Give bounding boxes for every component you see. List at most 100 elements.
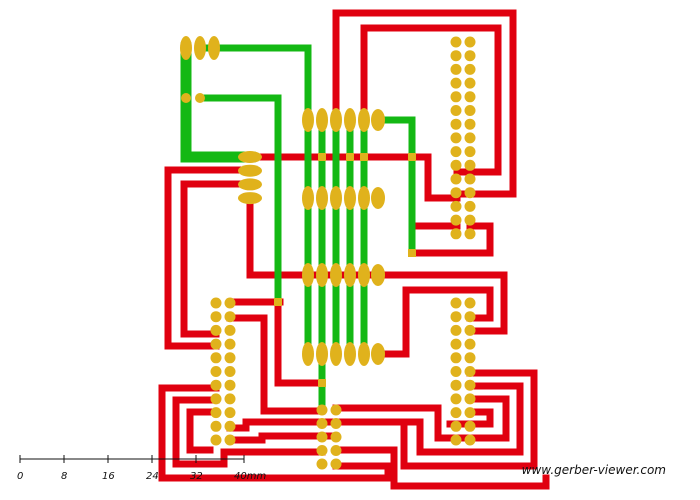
- pad-top-connector-small: [181, 93, 191, 103]
- pad-right-header-b: [464, 63, 476, 75]
- pad-ic-row: [302, 108, 314, 132]
- pad-ic-row: [302, 342, 314, 366]
- pad-left-header-b: [224, 393, 236, 405]
- pad-left-header-b: [224, 379, 236, 391]
- scale-label-40mm: 40mm: [234, 471, 266, 482]
- pad-left-header-a: [210, 379, 222, 391]
- via: [346, 153, 354, 161]
- red-trace-inner-left: [226, 314, 326, 415]
- red-trace-inner-left-2: [274, 299, 326, 387]
- pad-right-header-b: [464, 200, 476, 212]
- red-trace-mid-left: [246, 194, 312, 279]
- red-trace-bottom-fan-1: [158, 384, 392, 482]
- scale-bar: 0 8 16 24 32 40mm: [17, 455, 266, 482]
- pad-left-header-a: [210, 324, 222, 336]
- pad-bottom-connector-a: [316, 458, 328, 470]
- pad-top-connector: [194, 36, 206, 60]
- pad-ic-row: [358, 263, 370, 287]
- pad-ic-row: [358, 108, 370, 132]
- scale-label-32: 32: [190, 471, 203, 482]
- gerber-viewer-watermark-link[interactable]: www.gerber-viewer.com: [521, 463, 666, 477]
- pad-right-header-a: [450, 63, 462, 75]
- pad-top-connector: [208, 36, 220, 60]
- pad-right-lower-header-b: [464, 338, 476, 350]
- pad-bottom-connector-b: [330, 404, 342, 416]
- pad-left-header-b: [224, 324, 236, 336]
- pad-right-header-b: [464, 159, 476, 171]
- red-trace-mid-bus: [304, 271, 508, 335]
- pad-right-lower-header-a: [450, 379, 462, 391]
- green-trace-right-hop: [374, 116, 416, 256]
- pad-right-lower-header-a: [450, 352, 462, 364]
- pad-ic-row: [316, 108, 328, 132]
- pad-right-header-a: [450, 214, 462, 226]
- pad-right-header-b: [464, 36, 476, 48]
- pad-ic-row: [344, 342, 356, 366]
- red-trace-bottom-fan-8: [332, 446, 550, 490]
- pad-bottom-connector-a: [316, 431, 328, 443]
- pad-ic-row: [330, 263, 342, 287]
- pad-right-header-b: [464, 118, 476, 130]
- pad-right-lower-header-a: [450, 324, 462, 336]
- pad-bottom-connector-b: [330, 445, 342, 456]
- pad-right-header-a: [450, 77, 462, 89]
- pad-right-header-a: [450, 36, 462, 48]
- pad-right-header-a: [450, 228, 462, 240]
- pad-right-lower-header-a: [450, 338, 462, 350]
- via: [318, 153, 326, 161]
- pad-left-stack: [238, 178, 262, 191]
- pad-right-header-a: [450, 132, 462, 144]
- pad-left-header-a: [210, 393, 222, 405]
- scale-label-8: 8: [61, 471, 67, 482]
- green-trace-top-header: [196, 44, 312, 124]
- pad-top-connector-small: [195, 93, 205, 103]
- red-trace-bottom-fan-7: [332, 369, 538, 470]
- pad-ic-row: [344, 263, 356, 287]
- scale-label-16: 16: [102, 471, 115, 482]
- pad-bottom-connector-b: [330, 458, 342, 470]
- pad-left-header-a: [210, 311, 222, 323]
- pad-right-header-a: [450, 91, 462, 103]
- pad-ic-row: [330, 186, 342, 210]
- pad-right-header-a: [450, 173, 462, 185]
- pad-left-header-a: [210, 297, 222, 309]
- pad-right-header-a: [450, 50, 462, 62]
- pad-left-header-b: [224, 297, 236, 309]
- pad-left-header-a: [210, 434, 222, 446]
- pad-left-header-b: [224, 407, 236, 419]
- green-trace-mid-riser: [196, 94, 282, 306]
- via: [318, 379, 326, 387]
- pad-bottom-connector-a: [316, 445, 328, 456]
- pad-left-header-b: [224, 311, 236, 323]
- red-trace-bottom-fan-3: [186, 408, 220, 454]
- pad-left-header-b: [224, 434, 236, 446]
- pad-ic-row: [316, 342, 328, 366]
- pad-left-header-b: [224, 420, 236, 432]
- via: [360, 153, 368, 161]
- via: [274, 298, 282, 306]
- pad-right-lower-header-b: [464, 393, 476, 405]
- pad-right-header-a: [450, 159, 462, 171]
- pad-right-header-b: [464, 132, 476, 144]
- pad-right-header-b: [464, 91, 476, 103]
- pad-right-header-a: [450, 105, 462, 116]
- red-trace-left-branch-2: [180, 180, 254, 338]
- pad-ic-row-end: [371, 109, 385, 131]
- pad-left-header-a: [210, 420, 222, 432]
- pad-left-header-a: [210, 407, 222, 419]
- pad-top-connector: [180, 36, 192, 60]
- pad-right-header-b: [464, 214, 476, 226]
- red-trace-left-branch-1: [164, 166, 254, 350]
- pad-bottom-connector-a: [316, 404, 328, 416]
- pad-right-header-b: [464, 228, 476, 240]
- pad-right-lower-header-a: [450, 311, 462, 323]
- green-trace-left-riser: [180, 42, 256, 163]
- pad-ic-row: [316, 263, 328, 287]
- red-trace-outer-loop: [360, 24, 502, 176]
- pad-ic-row: [330, 108, 342, 132]
- scale-label-24: 24: [146, 471, 159, 482]
- pad-right-lower-header-a: [450, 407, 462, 419]
- pad-right-lower-header-b: [464, 379, 476, 391]
